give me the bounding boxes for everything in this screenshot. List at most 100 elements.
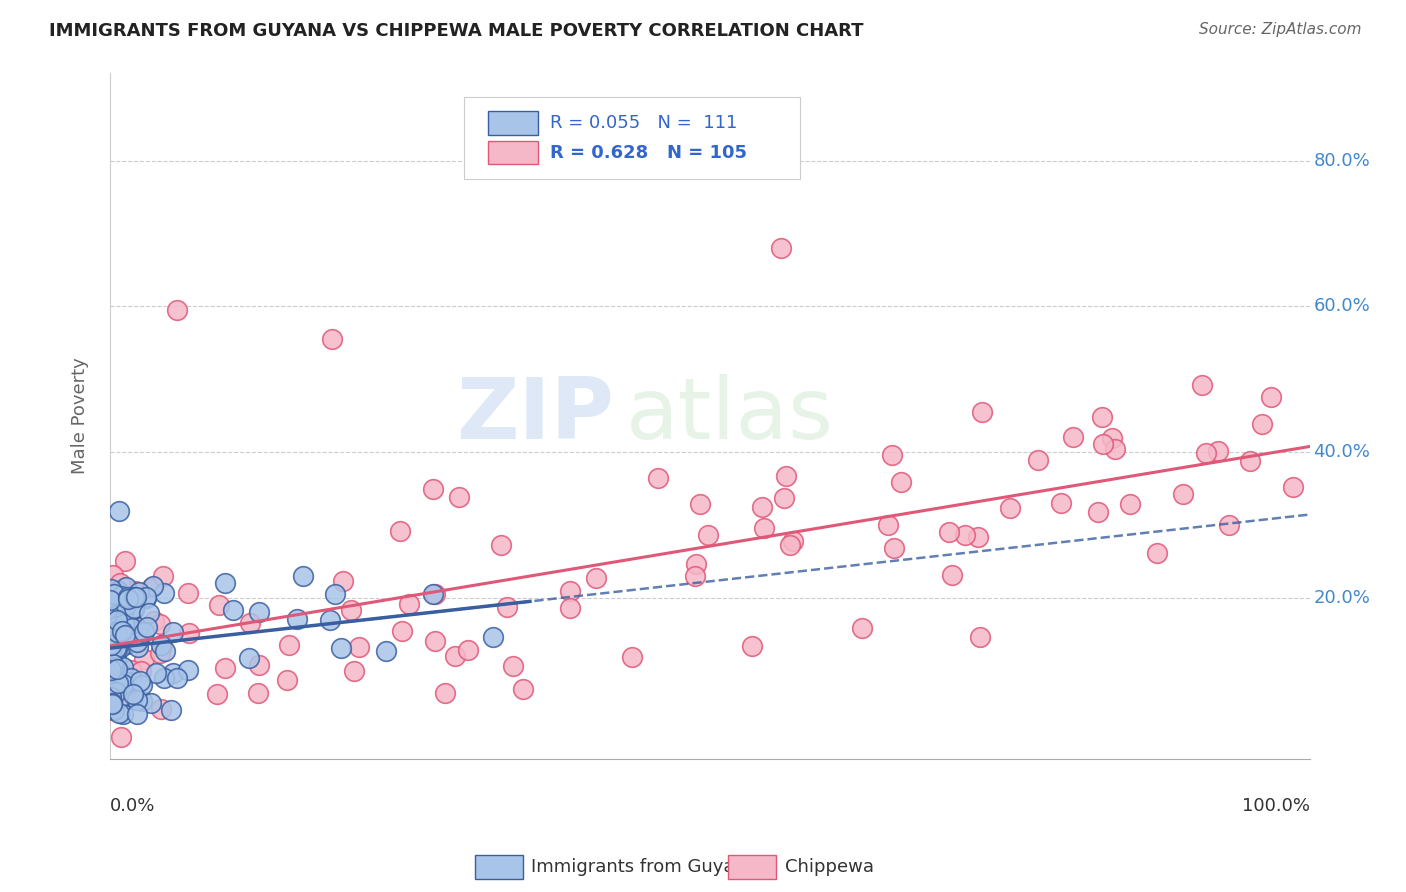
Point xyxy=(100,644,122,658)
Point xyxy=(110,575,132,590)
Point xyxy=(111,689,134,703)
Point xyxy=(285,612,308,626)
Point xyxy=(149,617,172,632)
Point xyxy=(100,631,122,645)
Point xyxy=(112,677,135,691)
Point xyxy=(1087,505,1109,519)
Point xyxy=(100,683,122,698)
Point xyxy=(621,649,644,664)
Point xyxy=(110,665,132,680)
Point xyxy=(1239,454,1261,468)
Point xyxy=(128,628,150,642)
Point xyxy=(941,568,963,582)
Point xyxy=(125,693,148,707)
Point xyxy=(101,676,124,690)
Point xyxy=(131,678,153,692)
Point xyxy=(103,586,125,600)
Text: atlas: atlas xyxy=(626,375,834,458)
Point xyxy=(101,568,124,582)
Point xyxy=(107,584,129,599)
Point xyxy=(125,635,148,649)
Point xyxy=(318,613,340,627)
Point xyxy=(105,653,128,667)
Point xyxy=(101,657,124,672)
Point xyxy=(751,500,773,514)
Point xyxy=(127,640,149,654)
Point xyxy=(115,637,138,651)
Point xyxy=(851,621,873,635)
Point xyxy=(425,587,447,601)
Point xyxy=(247,657,270,672)
Point xyxy=(117,591,139,606)
Text: 100.0%: 100.0% xyxy=(1241,797,1310,814)
Point xyxy=(134,625,156,640)
Point xyxy=(998,500,1021,515)
Point xyxy=(120,686,142,700)
Point xyxy=(112,707,135,722)
Point xyxy=(1104,442,1126,456)
Point xyxy=(1206,444,1229,458)
Point xyxy=(683,569,706,583)
Text: IMMIGRANTS FROM GUYANA VS CHIPPEWA MALE POVERTY CORRELATION CHART: IMMIGRANTS FROM GUYANA VS CHIPPEWA MALE … xyxy=(49,22,863,40)
Point xyxy=(107,676,129,690)
Point xyxy=(110,589,132,603)
Point xyxy=(880,448,903,462)
Point xyxy=(148,646,170,660)
Point xyxy=(955,528,977,542)
Point xyxy=(101,691,124,706)
Point xyxy=(779,538,801,552)
Point xyxy=(103,659,125,673)
Point xyxy=(422,587,444,601)
Point xyxy=(685,558,707,572)
Point xyxy=(100,690,122,704)
Text: 80.0%: 80.0% xyxy=(1313,152,1369,169)
Point xyxy=(138,606,160,620)
Point xyxy=(107,504,129,518)
Point xyxy=(105,662,128,676)
Point xyxy=(153,644,176,658)
Point xyxy=(122,591,145,605)
Point xyxy=(292,569,315,583)
Point xyxy=(883,541,905,556)
Point xyxy=(104,640,127,655)
Point xyxy=(104,676,127,690)
Point xyxy=(101,692,124,706)
Point xyxy=(103,642,125,657)
Point xyxy=(121,687,143,701)
Point xyxy=(128,585,150,599)
Point xyxy=(330,641,353,656)
Point xyxy=(131,693,153,707)
Point xyxy=(159,703,181,717)
Point xyxy=(782,534,804,549)
Point xyxy=(339,603,361,617)
Point xyxy=(149,638,172,652)
Point xyxy=(132,652,155,666)
Point xyxy=(347,640,370,655)
Point xyxy=(1062,430,1084,444)
Point xyxy=(107,624,129,638)
Text: ZIP: ZIP xyxy=(456,375,614,458)
Point xyxy=(238,651,260,665)
Point xyxy=(1050,496,1073,510)
Point xyxy=(1091,437,1114,451)
Text: R = 0.055   N =  111: R = 0.055 N = 111 xyxy=(550,114,738,132)
Point xyxy=(110,730,132,744)
Point xyxy=(1101,431,1123,445)
Point xyxy=(108,706,131,720)
Point xyxy=(105,612,128,626)
Point xyxy=(1028,452,1050,467)
Point xyxy=(98,592,121,607)
Point xyxy=(246,685,269,699)
Point xyxy=(100,582,122,596)
Point xyxy=(1251,417,1274,431)
Point xyxy=(112,612,135,626)
Text: 0.0%: 0.0% xyxy=(110,797,156,814)
Point xyxy=(103,703,125,717)
Point xyxy=(444,649,467,664)
Point xyxy=(100,668,122,682)
Text: 60.0%: 60.0% xyxy=(1313,297,1369,316)
Point xyxy=(502,658,524,673)
Point xyxy=(141,581,163,595)
Point xyxy=(696,528,718,542)
Point xyxy=(585,571,607,585)
